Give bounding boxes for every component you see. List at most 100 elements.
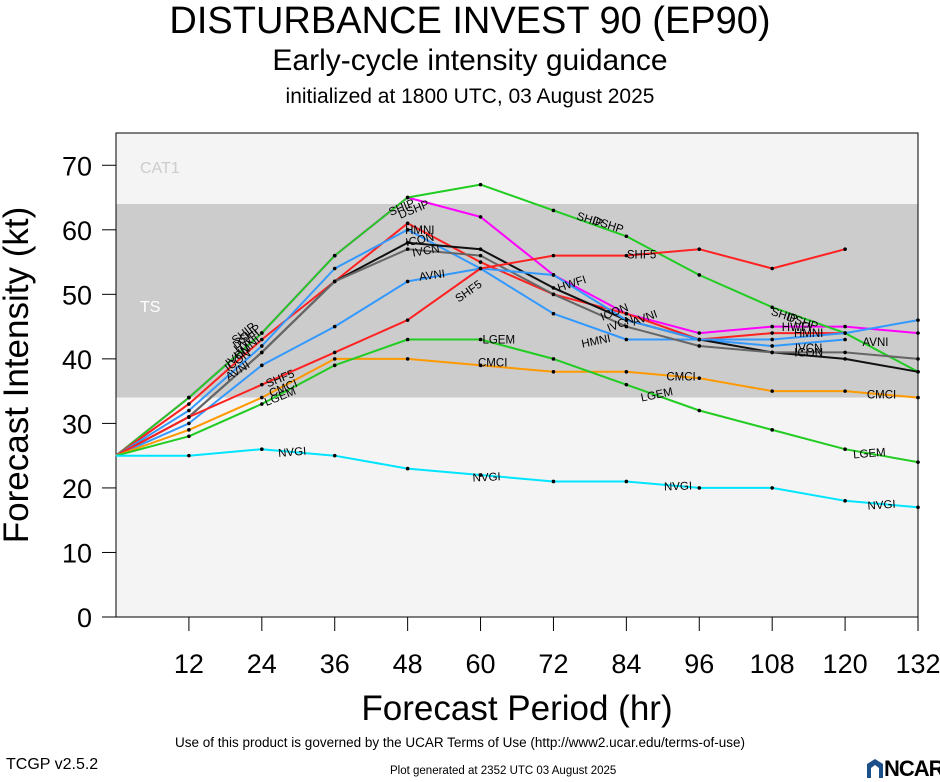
data-point-icon bbox=[916, 369, 920, 374]
data-point-lgem bbox=[843, 447, 847, 452]
data-point-ivcn bbox=[332, 279, 337, 284]
data-point-hmni bbox=[405, 228, 410, 232]
data-point-ivcn bbox=[843, 350, 847, 355]
data-point-lgem bbox=[770, 428, 774, 432]
x-tick-label: 108 bbox=[750, 649, 795, 679]
data-point-cmci bbox=[843, 389, 847, 393]
y-tick-label: 50 bbox=[62, 280, 92, 310]
data-point-ship bbox=[187, 395, 191, 400]
x-tick-label: 36 bbox=[320, 649, 350, 679]
data-point-shf5 bbox=[551, 253, 556, 258]
data-point-cmci bbox=[624, 369, 629, 374]
data-point-hwfi bbox=[260, 337, 264, 342]
data-point-ship bbox=[332, 253, 337, 258]
x-tick-label: 84 bbox=[611, 649, 641, 679]
data-point-dshp bbox=[843, 324, 847, 329]
data-point-shf5 bbox=[260, 382, 264, 387]
data-point-avni bbox=[187, 421, 191, 426]
y-axis-title: Forecast Intensity (kt) bbox=[0, 207, 36, 543]
data-point-shf5 bbox=[697, 247, 702, 251]
series-label: HMNI bbox=[581, 333, 612, 351]
data-point-shf5 bbox=[843, 247, 847, 251]
data-point-shf5 bbox=[770, 266, 774, 271]
ncar-logo: NCAR bbox=[864, 756, 940, 781]
band-label: TS bbox=[140, 299, 160, 316]
data-point-hmni bbox=[770, 344, 774, 348]
data-point-hmni bbox=[187, 408, 191, 413]
data-point-cmci bbox=[260, 395, 264, 400]
data-point-ivcn bbox=[697, 344, 702, 348]
data-point-lgem bbox=[478, 337, 483, 342]
data-point-nvgi bbox=[624, 479, 629, 484]
y-tick-label: 30 bbox=[62, 409, 92, 439]
series-line-ship bbox=[115, 183, 919, 457]
series-label: NVGI bbox=[867, 499, 896, 513]
data-point-lgem bbox=[624, 382, 629, 387]
intensity-band bbox=[116, 133, 918, 204]
data-point-nvgi bbox=[697, 486, 702, 490]
data-point-hwfi bbox=[478, 260, 483, 264]
data-point-cmci bbox=[770, 389, 774, 393]
data-point-icon bbox=[551, 286, 556, 290]
series-label: HWFI bbox=[782, 322, 811, 334]
data-point-shf5 bbox=[405, 318, 410, 322]
data-point-icon bbox=[843, 357, 847, 361]
chart-title: DISTURBANCE INVEST 90 (EP90) bbox=[169, 0, 771, 42]
data-point-ship bbox=[770, 305, 774, 310]
chart-subtitle: Early-cycle intensity guidance bbox=[272, 44, 668, 77]
x-tick-label: 60 bbox=[466, 649, 496, 679]
data-point-avni bbox=[624, 318, 629, 322]
data-point-nvgi bbox=[260, 447, 264, 452]
data-point-cmci bbox=[405, 357, 410, 361]
series-line-avni bbox=[115, 267, 919, 457]
y-tick-label: 0 bbox=[77, 603, 92, 633]
intensity-band bbox=[116, 203, 918, 398]
series-label: ICON bbox=[794, 347, 823, 359]
data-point-nvgi bbox=[478, 473, 483, 477]
band-label: CAT1 bbox=[140, 160, 180, 177]
data-point-lgem bbox=[187, 434, 191, 439]
series-label: NVGI bbox=[664, 481, 693, 494]
x-tick-label: 132 bbox=[895, 649, 940, 679]
data-point-avni bbox=[551, 273, 556, 277]
data-point-lgem bbox=[260, 402, 264, 406]
data-point-ship bbox=[697, 273, 702, 277]
series-label: HMNI bbox=[794, 328, 823, 340]
y-tick-label: 20 bbox=[62, 474, 92, 504]
y-tick-label: 10 bbox=[62, 538, 92, 568]
data-point-cmci bbox=[916, 395, 920, 400]
data-point-icon bbox=[478, 247, 483, 251]
data-point-dshp bbox=[916, 331, 920, 335]
data-point-lgem bbox=[551, 357, 556, 361]
series-label: CMCI bbox=[478, 358, 507, 370]
data-point-hmni bbox=[843, 337, 847, 342]
data-point-ship bbox=[405, 195, 410, 200]
x-tick-label: 96 bbox=[684, 649, 714, 679]
series-line-lgem bbox=[115, 338, 919, 464]
intensity-band bbox=[116, 397, 918, 617]
data-point-avni bbox=[260, 363, 264, 368]
data-point-lgem bbox=[697, 408, 702, 413]
series-label: NVGI bbox=[472, 471, 501, 484]
series-label: IVCN bbox=[411, 243, 440, 260]
x-tick-label: 48 bbox=[393, 649, 423, 679]
data-point-shf5 bbox=[332, 350, 337, 355]
series-label: LGEM bbox=[853, 447, 887, 462]
data-point-avni bbox=[332, 324, 337, 329]
generated-timestamp: Plot generated at 2352 UTC 03 August 202… bbox=[390, 765, 617, 777]
data-point-lgem bbox=[332, 363, 337, 368]
series-line-ivcn bbox=[115, 248, 919, 457]
data-point-avni bbox=[697, 337, 702, 342]
series-label: CMCI bbox=[666, 371, 695, 383]
series-label: SHF5 bbox=[627, 249, 656, 261]
data-point-shf5 bbox=[478, 266, 483, 271]
data-point-nvgi bbox=[405, 466, 410, 471]
data-point-hmni bbox=[332, 266, 337, 271]
data-point-ivcn bbox=[478, 253, 483, 258]
data-point-lgem bbox=[405, 337, 410, 342]
series-label: NVGI bbox=[278, 446, 307, 460]
data-point-shf5 bbox=[624, 253, 629, 258]
data-point-hwfi bbox=[770, 331, 774, 335]
series-label: IVCN bbox=[795, 343, 822, 355]
data-point-avni bbox=[405, 279, 410, 284]
